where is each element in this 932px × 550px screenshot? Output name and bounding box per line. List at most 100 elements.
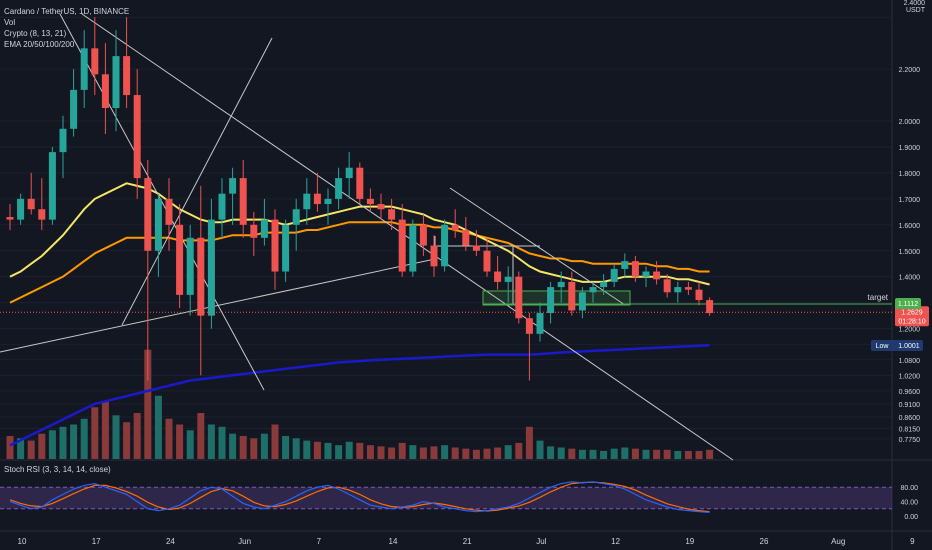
stoch-rsi-label[interactable]: Stoch RSI (3, 3, 14, 14, close) (4, 465, 111, 474)
volume-bar (557, 447, 565, 459)
candle-body (229, 178, 237, 194)
current-price-badge (895, 306, 929, 327)
volume-bars (6, 349, 714, 459)
candle-body (207, 219, 215, 316)
price-tick-label: 0.9600 (899, 389, 921, 396)
time-axis[interactable]: 101724Jun71421Jul121926Aug91623 (18, 537, 932, 546)
volume-bar (547, 446, 555, 459)
volume-bar (642, 449, 650, 459)
candle-body (536, 313, 544, 334)
candle-body (621, 261, 629, 269)
countdown-value: 01:28:10 (898, 318, 925, 325)
candle-body (494, 271, 502, 282)
target-badge (895, 298, 921, 309)
rsi-tick-label: 40.00 (900, 500, 918, 507)
candle-body (165, 198, 173, 225)
volume-bar (80, 418, 88, 459)
candle-body (313, 193, 321, 205)
volume-bar (186, 430, 194, 459)
volume-bar (600, 450, 608, 459)
volume-bar (631, 448, 639, 459)
ema-indicator-label[interactable]: EMA 20/50/100/200 (4, 40, 75, 49)
price-tick-label: 0.9100 (899, 402, 921, 409)
volume-bar (176, 424, 184, 459)
volume-bar (345, 441, 353, 459)
volume-bar (229, 433, 237, 459)
crypto-indicator-label[interactable]: Crypto (8, 13, 21) (4, 29, 67, 38)
symbol-title[interactable]: Cardano / TetherUS, 1D, BINANCE (4, 7, 130, 16)
volume-bar (207, 424, 215, 459)
candle-body (589, 287, 597, 293)
currency-label: USDT (906, 7, 926, 14)
ema-lines (9, 182, 710, 447)
volume-bar (621, 447, 629, 459)
candle-body (504, 276, 512, 282)
candlesticks[interactable] (0, 17, 892, 381)
candle-body (154, 198, 162, 251)
chart-legend: Cardano / TetherUS, 1D, BINANCE Vol Cryp… (4, 6, 129, 50)
volume-bar (430, 446, 438, 459)
volume-bar (653, 449, 661, 459)
ema50-line (9, 221, 710, 304)
price-tick-label: 0.8150 (899, 427, 921, 434)
volume-bar (324, 442, 332, 459)
candle-body (123, 56, 131, 96)
time-tick-label: Jun (238, 537, 251, 546)
volume-bar (472, 449, 480, 459)
price-tick-label: 1.0200 (899, 373, 921, 380)
time-tick-label: 10 (18, 537, 27, 546)
volume-bar (398, 442, 406, 459)
candle-body (684, 287, 692, 290)
volume-bar (388, 447, 396, 459)
time-tick-label: 7 (317, 537, 322, 546)
low-label: Low (876, 343, 890, 350)
candle-body (674, 287, 682, 293)
candle-body (38, 209, 46, 220)
time-tick-label: 21 (463, 537, 472, 546)
volume-bar (409, 445, 417, 459)
price-tick-label: 1.7000 (899, 197, 921, 204)
volume-bar (154, 395, 162, 459)
candle-body (282, 224, 290, 272)
volume-bar (313, 441, 321, 459)
price-tick-label: 0.7750 (899, 437, 921, 444)
candle-body (557, 281, 565, 288)
candle-body (451, 224, 459, 230)
volume-bar (239, 436, 247, 459)
candle-body (218, 193, 226, 220)
candle-body (27, 198, 35, 210)
volume-bar (663, 449, 671, 459)
candle-body (70, 89, 78, 129)
time-tick-label: Jul (536, 537, 546, 546)
candle-body (48, 152, 56, 220)
candle-body (144, 178, 152, 251)
time-tick-label: 19 (685, 537, 694, 546)
volume-indicator-label[interactable]: Vol (4, 18, 16, 27)
volume-bar (335, 445, 343, 459)
candle-body (260, 219, 268, 238)
price-tick-label: 2.0000 (899, 119, 921, 126)
time-tick-label: 12 (611, 537, 620, 546)
volume-bar (377, 446, 385, 459)
rsi-tick-label: 0.00 (904, 514, 918, 521)
candle-body (483, 250, 491, 272)
low-price-value: 1.0001 (898, 343, 920, 350)
volume-bar (197, 413, 205, 459)
price-tick-label: 2.2000 (899, 67, 921, 74)
rsi-band (0, 487, 892, 509)
time-tick-label: Aug (831, 537, 845, 546)
volume-bar (59, 426, 67, 459)
candle-body (695, 289, 703, 301)
time-tick-label: 17 (92, 537, 101, 546)
volume-bar (451, 447, 459, 459)
volume-bar (462, 448, 470, 459)
volume-bar (91, 407, 99, 459)
current-price-value: 1.2629 (901, 309, 923, 316)
volume-bar (165, 418, 173, 459)
candle-body (101, 74, 109, 109)
time-tick-label: 24 (166, 537, 175, 546)
candle-body (303, 193, 311, 210)
